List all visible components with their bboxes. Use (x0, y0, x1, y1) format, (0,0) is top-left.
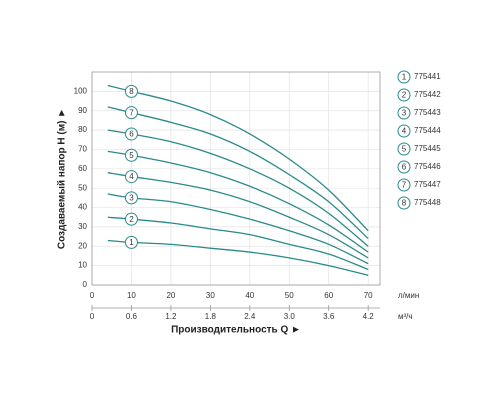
y-tick-label: 0 (83, 280, 88, 289)
y-tick-label: 70 (78, 145, 87, 154)
curve-marker-label: 7 (129, 108, 134, 117)
curve-marker-label: 5 (129, 151, 134, 160)
x-tick-label: 60 (324, 291, 333, 300)
legend-marker (397, 106, 411, 120)
y-tick-label: 30 (78, 222, 87, 231)
legend-label: 775447 (414, 180, 441, 189)
legend-marker-label: 7 (402, 181, 407, 190)
y-tick-label: 10 (78, 261, 87, 270)
legend-marker (397, 196, 411, 210)
curve-marker-label: 3 (129, 193, 134, 202)
x-tick-label: 0 (90, 291, 95, 300)
x-unit: л/мин (398, 291, 419, 300)
legend-label: 775448 (414, 198, 441, 207)
curve (107, 106, 369, 240)
curve-marker-label: 1 (129, 238, 134, 247)
y-tick-label: 90 (78, 106, 87, 115)
plot-frame (91, 71, 381, 286)
legend-marker (397, 70, 411, 84)
y-tick-label: 60 (78, 164, 87, 173)
curve-marker (124, 170, 138, 184)
legend-marker-label: 8 (402, 199, 407, 208)
legend-marker (397, 124, 411, 138)
legend-marker (397, 88, 411, 102)
legend-label: 775445 (414, 144, 441, 153)
x-tick-label: 40 (245, 291, 254, 300)
legend-marker-label: 2 (402, 91, 407, 100)
legend-label: 775441 (414, 72, 441, 81)
x2-tick-label: 0 (90, 312, 95, 321)
curve (107, 193, 369, 265)
legend-label: 775446 (414, 162, 441, 171)
curve-marker-label: 8 (129, 87, 134, 96)
x2-tick-label: 4.2 (363, 312, 375, 321)
x2-tick-label: 1.2 (165, 312, 177, 321)
y-tick-label: 20 (78, 241, 87, 250)
y-tick-label: 100 (74, 86, 88, 95)
y-tick-label: 80 (78, 125, 87, 134)
x2-tick-label: 1.8 (205, 312, 217, 321)
legend-marker-label: 3 (402, 109, 407, 118)
x-axis-title: Производительность Q ► (171, 325, 301, 336)
legend-marker-label: 4 (402, 127, 407, 136)
legend-label: 775444 (414, 126, 441, 135)
y-tick-label: 40 (78, 203, 87, 212)
legend-marker-label: 1 (402, 73, 407, 82)
legend-marker (397, 160, 411, 174)
legend-marker (397, 178, 411, 192)
curve-marker-label: 2 (129, 215, 134, 224)
curve-marker (124, 212, 138, 226)
legend-marker-label: 5 (402, 145, 407, 154)
curve-marker (124, 148, 138, 162)
x2-tick-label: 2.4 (244, 312, 256, 321)
x2-tick-label: 0.6 (126, 312, 138, 321)
x-tick-label: 20 (166, 291, 175, 300)
curve-marker (124, 127, 138, 141)
x2-unit: м³/ч (398, 312, 413, 321)
curve-marker (124, 84, 138, 98)
curve-marker (124, 235, 138, 249)
x2-tick-label: 3.6 (323, 312, 335, 321)
legend-marker-label: 6 (402, 163, 407, 172)
x-tick-label: 50 (285, 291, 294, 300)
curve-marker-label: 4 (129, 172, 134, 181)
x-tick-label: 10 (127, 291, 136, 300)
x-tick-label: 70 (364, 291, 373, 300)
curve-marker (124, 106, 138, 120)
x-tick-label: 30 (206, 291, 215, 300)
curve-marker-label: 6 (129, 130, 134, 139)
y-axis-title: Создаваемый напор H (м) ► (57, 108, 68, 249)
legend-label: 775442 (414, 90, 441, 99)
legend-marker (397, 142, 411, 156)
curve (107, 239, 369, 276)
curve-marker (124, 191, 138, 205)
y-tick-label: 50 (78, 183, 87, 192)
x2-tick-label: 3.0 (284, 312, 296, 321)
legend-label: 775443 (414, 108, 441, 117)
